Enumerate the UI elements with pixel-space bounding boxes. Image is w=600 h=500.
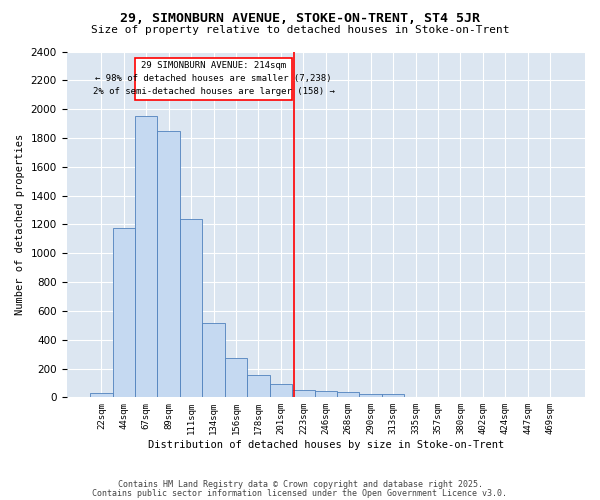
- Bar: [90, 393, 113, 398]
- Bar: [359, 394, 382, 398]
- Text: Contains HM Land Registry data © Crown copyright and database right 2025.: Contains HM Land Registry data © Crown c…: [118, 480, 482, 489]
- Bar: [180, 218, 202, 398]
- Text: ← 98% of detached houses are smaller (7,238): ← 98% of detached houses are smaller (7,…: [95, 74, 332, 84]
- Text: 2% of semi-detached houses are larger (158) →: 2% of semi-detached houses are larger (1…: [92, 88, 334, 96]
- Text: 29 SIMONBURN AVENUE: 214sqm: 29 SIMONBURN AVENUE: 214sqm: [141, 60, 286, 70]
- Bar: [113, 228, 135, 398]
- Bar: [225, 358, 247, 398]
- Bar: [135, 116, 157, 398]
- X-axis label: Distribution of detached houses by size in Stoke-on-Trent: Distribution of detached houses by size …: [148, 440, 504, 450]
- Y-axis label: Number of detached properties: Number of detached properties: [15, 134, 25, 315]
- Bar: [292, 390, 314, 398]
- Bar: [314, 391, 337, 398]
- Text: Size of property relative to detached houses in Stoke-on-Trent: Size of property relative to detached ho…: [91, 25, 509, 35]
- Bar: [382, 394, 404, 398]
- FancyBboxPatch shape: [135, 58, 292, 100]
- Bar: [337, 392, 359, 398]
- Text: Contains public sector information licensed under the Open Government Licence v3: Contains public sector information licen…: [92, 488, 508, 498]
- Text: 29, SIMONBURN AVENUE, STOKE-ON-TRENT, ST4 5JR: 29, SIMONBURN AVENUE, STOKE-ON-TRENT, ST…: [120, 12, 480, 26]
- Bar: [157, 131, 180, 398]
- Bar: [269, 384, 292, 398]
- Bar: [427, 396, 449, 398]
- Bar: [247, 375, 269, 398]
- Bar: [202, 323, 225, 398]
- Bar: [404, 396, 427, 398]
